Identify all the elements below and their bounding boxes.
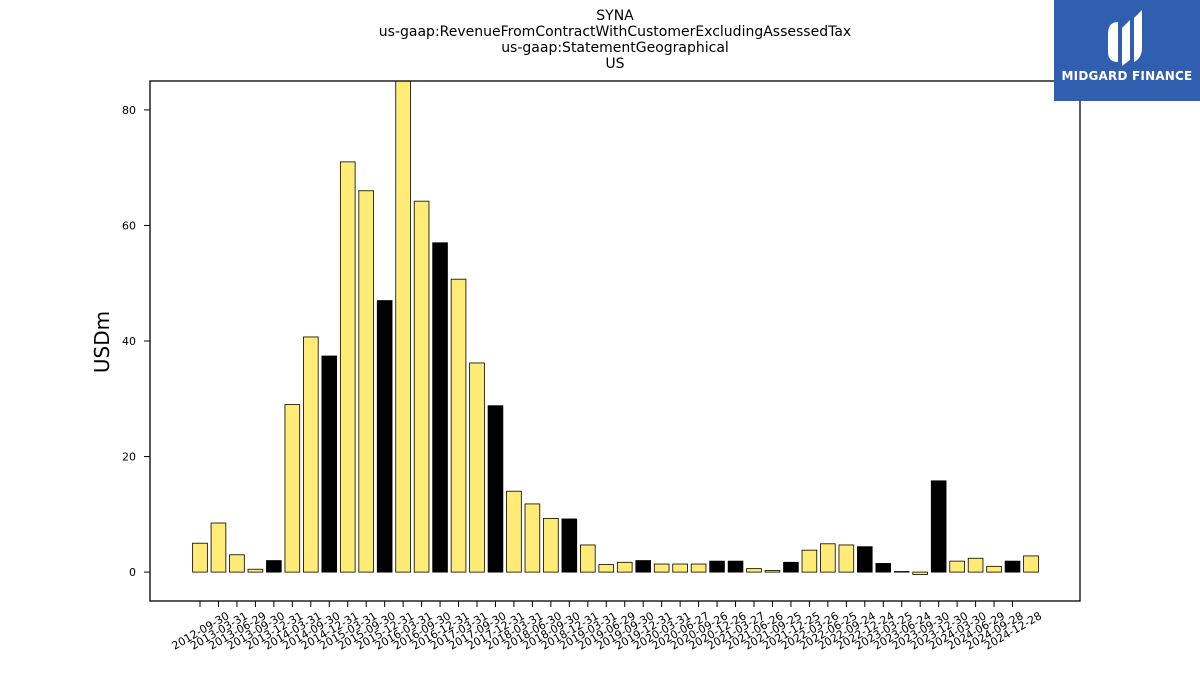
y-tick-label-4: 80 — [122, 104, 136, 117]
bar-16 — [487, 405, 504, 573]
title-line-4: US — [605, 56, 624, 72]
bar-9 — [358, 190, 374, 573]
bar-11 — [395, 81, 411, 573]
title-line-2: us-gaap:RevenueFromContractWithCustomerE… — [379, 24, 851, 40]
bar-31 — [764, 569, 781, 573]
bar-14 — [450, 278, 467, 573]
bar-8 — [339, 161, 356, 573]
bar-44 — [1004, 560, 1021, 573]
bar-10 — [376, 300, 393, 573]
bar-36 — [857, 546, 873, 573]
bar-39 — [912, 571, 928, 575]
bar-7 — [321, 355, 338, 573]
plot-frame — [149, 80, 1081, 602]
bar-17 — [506, 490, 522, 573]
bar-34 — [820, 543, 836, 573]
bar-33 — [801, 549, 818, 573]
bar-32 — [783, 561, 799, 573]
bar-24 — [635, 560, 651, 573]
y-tick-label-1: 20 — [122, 451, 136, 464]
bar-2 — [229, 554, 245, 573]
bar-0 — [192, 542, 208, 573]
y-tick-label-2: 40 — [122, 335, 136, 348]
y-axis-label: USDm — [90, 311, 114, 373]
bar-21 — [580, 544, 596, 573]
bar-19 — [543, 517, 559, 573]
bar-6 — [303, 336, 319, 573]
bar-3 — [247, 568, 264, 573]
y-tick-label-3: 60 — [122, 219, 136, 232]
bar-1 — [210, 522, 227, 573]
title-line-3: us-gaap:StatementGeographical — [501, 40, 729, 56]
bar-27 — [690, 563, 707, 573]
bar-13 — [432, 242, 448, 573]
bar-42 — [967, 557, 984, 573]
bar-20 — [561, 518, 578, 573]
bar-5 — [284, 404, 301, 573]
x-axis: 2012-09-302013-03-312013-06-292013-09-30… — [170, 601, 1044, 653]
bar-38 — [893, 571, 910, 573]
bar-12 — [413, 200, 430, 573]
midgard-logo-icon — [1108, 10, 1142, 66]
bar-37 — [875, 563, 892, 573]
bar-41 — [949, 560, 965, 573]
bar-35 — [838, 544, 855, 573]
midgard-finance-logo: MIDGARD FINANCE — [1054, 0, 1200, 101]
y-axis: 0 20 40 60 80 — [122, 104, 150, 579]
chart-title: SYNA us-gaap:RevenueFromContractWithCust… — [379, 8, 851, 72]
logo-text: MIDGARD FINANCE — [1061, 69, 1193, 83]
bar-28 — [709, 560, 725, 573]
bar-43 — [986, 565, 1002, 573]
bar-40 — [930, 480, 947, 573]
bar-4 — [266, 560, 282, 573]
bar-45 — [1023, 555, 1039, 573]
bar-29 — [727, 560, 744, 573]
bar-23 — [616, 561, 633, 573]
bar-30 — [746, 568, 762, 573]
bars — [192, 81, 1039, 575]
bar-22 — [598, 564, 615, 573]
bar-15 — [469, 362, 485, 573]
bar-25 — [653, 563, 670, 573]
title-line-1: SYNA — [596, 8, 634, 24]
y-tick-label-0: 0 — [129, 566, 136, 579]
bar-26 — [672, 563, 688, 573]
bar-18 — [524, 503, 541, 573]
